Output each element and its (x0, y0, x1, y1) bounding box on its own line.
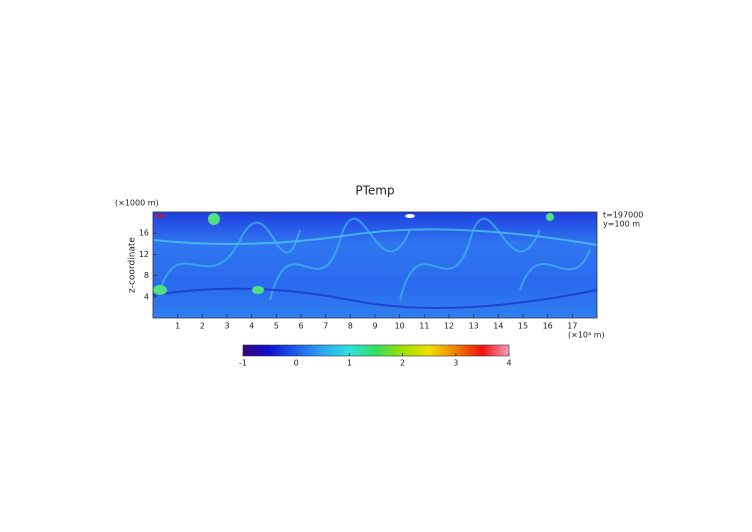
y-unit-label: (×1000 m) (115, 199, 159, 208)
x-tick-label: 5 (274, 322, 279, 331)
x-tick-label: 4 (249, 322, 254, 331)
colorbar (242, 344, 510, 357)
x-unit-label: (×10⁴ m) (568, 331, 605, 340)
x-tick-label: 12 (444, 322, 454, 331)
annotation: t=197000 (603, 211, 643, 220)
x-tick-label: 2 (200, 322, 205, 331)
x-tick-label: 7 (323, 322, 328, 331)
x-tick-label: 6 (298, 322, 303, 331)
x-tick-label: 14 (493, 322, 503, 331)
colorbar-tick-label: 2 (400, 359, 405, 368)
x-tick-label: 1 (175, 322, 180, 331)
y-tick-label: 8 (144, 271, 149, 280)
chart-title: PTemp (355, 184, 394, 198)
y-tick-label: 4 (144, 292, 149, 301)
y-tick-label: 12 (139, 250, 149, 259)
x-tick-label: 16 (543, 322, 553, 331)
x-tick-label: 9 (372, 322, 377, 331)
x-tick-label: 10 (395, 322, 405, 331)
colorbar-tick-label: 4 (506, 359, 511, 368)
x-tick-label: 11 (419, 322, 429, 331)
x-tick-label: 13 (469, 322, 479, 331)
x-tick-label: 15 (518, 322, 528, 331)
y-axis-label: z-coordinate (128, 237, 138, 293)
colorbar-tick-label: 1 (347, 359, 352, 368)
colorbar-tick-label: 0 (294, 359, 299, 368)
field (153, 212, 597, 318)
colorbar-tick-label: -1 (239, 359, 247, 368)
x-tick-label: 8 (348, 322, 353, 331)
colorbar-tick-label: 3 (453, 359, 458, 368)
annotation: y=100 m (603, 220, 640, 229)
y-tick-label: 16 (139, 229, 149, 238)
x-tick-label: 17 (567, 322, 577, 331)
x-tick-label: 3 (224, 322, 229, 331)
